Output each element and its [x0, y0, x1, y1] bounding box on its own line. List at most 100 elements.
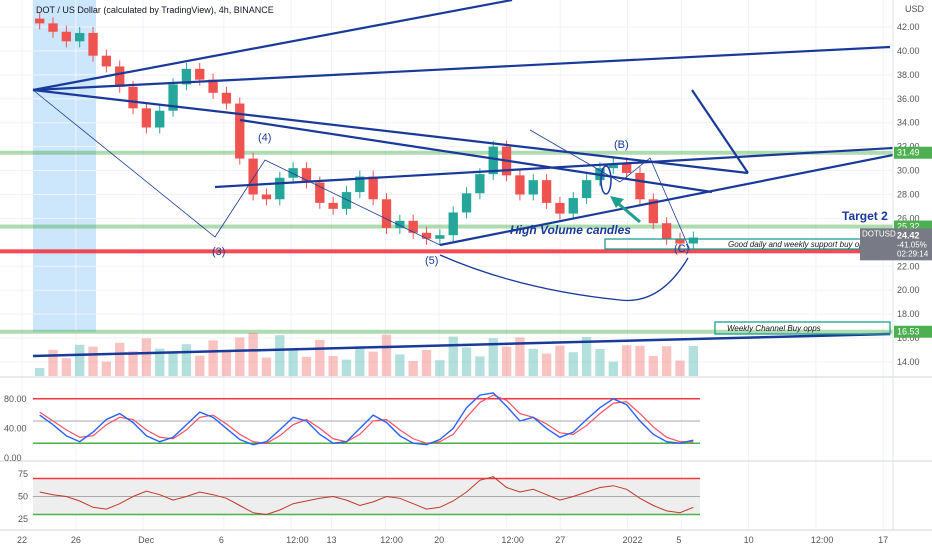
volume-bar — [35, 368, 45, 376]
volume-bar — [581, 337, 592, 376]
volume-bar — [648, 356, 658, 376]
osc2-line — [39, 476, 694, 516]
price-tick-label: 30.00 — [897, 166, 920, 176]
level-price-tag — [894, 146, 932, 159]
candle-body — [221, 92, 232, 104]
volume-bar — [475, 356, 485, 376]
osc1-tick-label: 80.00 — [4, 394, 27, 404]
high-volume-label: High Volume candles — [510, 223, 631, 237]
volume-bar — [315, 339, 325, 376]
grid-lines — [0, 0, 893, 530]
candle-body — [581, 180, 592, 199]
channel-base-line — [32, 332, 891, 358]
candle-body — [661, 223, 672, 239]
candle-body — [315, 182, 325, 203]
chart-title: DOT / US Dollar (calculated by TradingVi… — [36, 5, 274, 15]
volume-bar — [688, 346, 698, 376]
support-box-text: Good daily and weekly support buy opps — [728, 240, 872, 249]
level-line — [0, 224, 893, 229]
volume-bar — [528, 348, 538, 376]
volume-bar — [435, 360, 445, 376]
volume-bar — [221, 350, 232, 376]
trendline — [32, 88, 749, 175]
wave-label: (4) — [258, 132, 271, 144]
candle-body — [328, 202, 338, 209]
last-price-symbol: DOTUSD — [862, 229, 896, 238]
volume-bar — [515, 337, 525, 376]
volume-bar — [488, 338, 498, 376]
volume-bar — [541, 353, 552, 376]
price-tick-label: 32.00 — [897, 142, 920, 152]
volume-bar — [395, 354, 405, 376]
volume-bar — [595, 349, 605, 376]
trendline — [439, 153, 894, 247]
annotations: Good daily and weekly support buy opps We… — [212, 132, 891, 335]
price-tick-label: 20.00 — [897, 285, 920, 295]
horizontal-levels — [0, 150, 893, 334]
trendline-drawings — [32, 0, 894, 358]
volume-bar — [115, 342, 125, 376]
price-tick-label: 34.00 — [897, 118, 920, 128]
candle-body — [608, 163, 618, 169]
candle-body — [395, 220, 405, 228]
candle-body — [381, 199, 392, 228]
wave-label: (C) — [674, 243, 689, 255]
volume-bar — [421, 350, 432, 376]
volume-bar — [355, 346, 365, 376]
osc1-tick-label: 40.00 — [4, 423, 27, 433]
candle-body — [368, 176, 378, 200]
price-tick-label: 16.00 — [897, 333, 920, 343]
candle-body — [235, 103, 245, 159]
trendline — [32, 0, 513, 92]
candle-body — [181, 68, 192, 85]
volume-bar — [608, 361, 618, 376]
candle-body — [168, 84, 178, 111]
wave-label: (3) — [212, 246, 225, 258]
volume-bar — [195, 355, 205, 376]
arrow-head — [610, 196, 624, 208]
volume-bar — [61, 358, 72, 376]
candle-body — [475, 174, 485, 194]
volume-bar — [341, 359, 352, 376]
osc1-tick-label: 0.00 — [4, 453, 22, 463]
volume-bar — [501, 346, 512, 376]
volume-bar — [261, 357, 272, 376]
rsi-pane: 75 50 25 — [18, 469, 700, 524]
volume-bar — [635, 345, 645, 376]
volume-ellipse — [600, 165, 612, 195]
price-tick-label: 42.00 — [897, 22, 920, 32]
candle-body — [515, 175, 525, 195]
volume-bar — [208, 340, 218, 376]
candle-body — [675, 238, 685, 244]
volume-bar — [675, 360, 685, 376]
price-pane-bg — [0, 0, 932, 377]
candle-body — [115, 66, 125, 87]
wave-label: (5) — [425, 255, 438, 267]
last-price-value: 24.42 — [897, 230, 920, 240]
candle-body — [435, 235, 445, 239]
volume-bar — [181, 344, 192, 376]
last-price-change: -41.05% — [897, 240, 927, 249]
currency-label: USD — [905, 4, 925, 14]
last-price-countdown: 02:29:14 — [897, 249, 929, 258]
candle-body — [408, 220, 418, 233]
volume-bar — [248, 333, 258, 376]
volume-bar — [461, 347, 472, 376]
osc2-tick-label: 25 — [18, 514, 28, 524]
time-tick-label: 13 — [326, 535, 336, 545]
osc2-tick-label: 50 — [18, 492, 28, 502]
candle-body — [195, 68, 205, 80]
time-tick-label: 12:00 — [380, 535, 403, 545]
highlight-range — [33, 0, 96, 332]
price-tick-label: 14.00 — [897, 357, 920, 367]
volume-bar — [235, 337, 245, 376]
wave-label: (B) — [614, 139, 629, 151]
time-tick-label: 27 — [555, 535, 565, 545]
volume-bar — [75, 344, 85, 376]
time-tick-label: 22 — [17, 535, 27, 545]
price-tick-label: 38.00 — [897, 70, 920, 80]
level-line — [0, 249, 893, 254]
candle-body — [341, 192, 352, 209]
price-tick-label: 36.00 — [897, 94, 920, 104]
candle-body — [355, 176, 365, 193]
